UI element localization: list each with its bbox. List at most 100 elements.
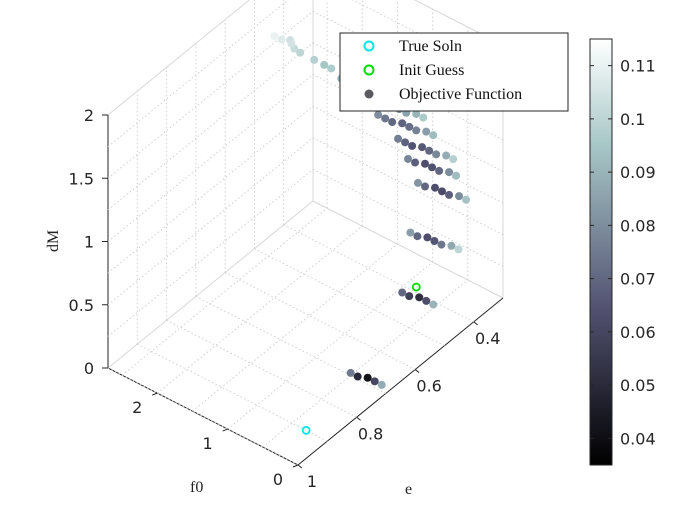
axes-edge	[107, 0, 250, 116]
grid-line	[156, 225, 363, 394]
z-tick-label: 0.5	[69, 296, 94, 315]
axes-edge	[107, 200, 314, 369]
x-tick	[414, 369, 420, 373]
x-axis-label: e	[405, 481, 412, 498]
objective-point	[277, 35, 286, 44]
objective-point	[412, 109, 421, 118]
legend-marker	[363, 40, 375, 52]
colorbar-tick-label: 0.04	[620, 429, 656, 448]
grid-lines	[107, 0, 504, 466]
objective-point	[421, 182, 430, 191]
objective-point	[452, 171, 461, 180]
grid-line	[227, 261, 433, 430]
objective-point	[413, 178, 422, 187]
objective-point	[412, 126, 421, 135]
objective-point	[370, 377, 379, 386]
x-tick-label: 1	[307, 472, 317, 491]
objective-point	[432, 150, 441, 159]
objective-point	[421, 159, 430, 168]
objective-point	[310, 55, 319, 64]
colorbar-tick-label: 0.11	[620, 57, 656, 76]
objective-point	[270, 32, 279, 41]
y-tick	[222, 428, 228, 432]
z-tick-label: 0	[84, 359, 94, 378]
x-tick	[356, 416, 361, 421]
objective-point	[438, 187, 447, 196]
grid-line	[121, 207, 328, 376]
grid-line	[312, 168, 504, 267]
objective-point	[408, 141, 417, 150]
objective-point	[374, 110, 383, 119]
colorbar-tick-label: 0.08	[620, 216, 656, 235]
objective-point	[422, 127, 431, 136]
grid-line	[312, 105, 504, 204]
objective-point	[404, 154, 413, 163]
colorbar-tick-label: 0.1	[620, 110, 645, 129]
objective-point	[429, 300, 438, 309]
x-tick-label: 0.8	[358, 424, 383, 443]
z-tick-label: 1	[84, 233, 94, 252]
z-axis-label: dM	[45, 230, 62, 252]
grid-line	[224, 272, 416, 371]
objective-point	[445, 168, 454, 177]
y-tick	[152, 392, 158, 396]
objective-point	[445, 190, 454, 199]
objective-point	[447, 241, 456, 250]
y-axis-line	[107, 367, 299, 466]
legend: True Soln Init Guess Objective Function	[339, 32, 569, 112]
objective-point	[411, 158, 420, 167]
objective-point	[419, 113, 428, 122]
objective-point	[398, 119, 407, 128]
legend-box	[339, 32, 569, 112]
objective-point	[429, 131, 438, 140]
objective-point	[437, 240, 446, 249]
y-tick-label: 1	[203, 434, 213, 453]
x-tick-label: 0.6	[416, 377, 441, 396]
y-tick-label: 0	[273, 470, 283, 489]
objective-point	[327, 64, 336, 73]
objective-point	[405, 292, 414, 301]
y-tick	[292, 464, 299, 468]
axis-labels: e f0 dM	[45, 230, 412, 498]
objective-point	[406, 228, 415, 237]
y-tick-label: 2	[132, 398, 142, 417]
x-tick-label: 0.4	[475, 329, 500, 348]
colorbar-tick-label: 0.07	[620, 270, 656, 289]
objective-point	[413, 232, 422, 241]
grid-line	[107, 168, 314, 337]
grid-line	[283, 224, 474, 323]
objective-point	[430, 236, 439, 245]
grid-line	[107, 42, 314, 211]
objective-point	[435, 166, 444, 175]
grid-line	[107, 0, 289, 148]
objective-point	[462, 195, 471, 204]
axes-edge	[413, 0, 504, 46]
objective-point	[381, 114, 390, 123]
objective-point	[388, 118, 397, 127]
init-guess-marker	[411, 282, 421, 292]
grid-line	[312, 137, 504, 236]
grid-line	[107, 137, 314, 306]
y-axis-label: f0	[190, 479, 203, 496]
solution-markers	[301, 282, 421, 435]
objective-point	[418, 143, 427, 152]
objective-point	[346, 368, 355, 377]
objective-point	[425, 146, 434, 155]
z-tick-label: 1.5	[69, 169, 94, 188]
objective-point	[422, 296, 431, 305]
objective-point	[398, 288, 407, 297]
legend-entry-label: Init Guess	[399, 62, 464, 79]
colorbar-tick-label: 0.05	[620, 376, 656, 395]
objective-point	[454, 245, 463, 254]
legend-marker	[363, 64, 375, 76]
axes-edge	[312, 200, 504, 299]
x-tick	[297, 464, 303, 469]
grid-line	[107, 105, 314, 274]
objective-point	[415, 293, 424, 302]
objective-point	[353, 372, 362, 381]
objective-point	[394, 134, 403, 143]
colorbar-tick-label: 0.09	[620, 163, 656, 182]
colorbar: 0.04 0.05 0.06 0.07 0.08 0.09 0.1 0.11	[589, 38, 656, 466]
axis-tick-labels: 0.4 0.6 0.8 1 0 1 2 0 0.5 1 1.5 2	[69, 106, 501, 491]
legend-entry-label: Objective Function	[399, 86, 522, 103]
